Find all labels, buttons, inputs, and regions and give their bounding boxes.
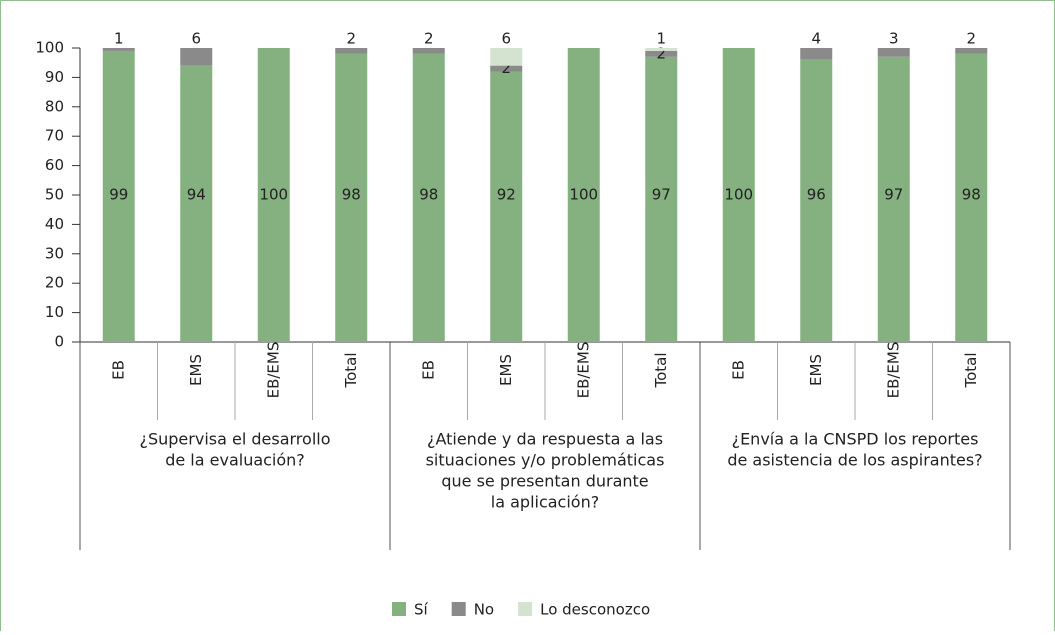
bar-segment: [490, 48, 523, 66]
y-tick-label: 60: [45, 156, 64, 174]
bar-segment: [335, 48, 368, 54]
data-label: 100: [724, 186, 753, 204]
bar-segment: [955, 48, 988, 54]
bar-segment: [722, 48, 755, 342]
x-tick-label: EMS: [807, 354, 825, 386]
data-label: 98: [962, 186, 981, 204]
bar-segment: [645, 56, 678, 342]
bar-segment: [800, 48, 833, 60]
data-label: 98: [419, 186, 438, 204]
y-tick-label: 100: [35, 39, 64, 57]
x-tick-label: EMS: [497, 354, 515, 386]
bar-segment: [955, 53, 988, 342]
data-label: 99: [109, 186, 128, 204]
data-label: 92: [497, 186, 516, 204]
bar-segment: [567, 48, 600, 342]
data-label: 4: [811, 30, 821, 48]
bar-segment: [180, 48, 213, 66]
y-tick-label: 80: [45, 97, 64, 115]
bar-segment: [102, 48, 135, 51]
bar-segment: [645, 50, 678, 57]
data-label: 98: [342, 186, 361, 204]
legend-swatch: [392, 602, 406, 616]
legend-swatch: [518, 602, 533, 616]
x-tick-label: Total: [962, 352, 980, 388]
y-tick-label: 20: [45, 274, 64, 292]
data-label: 100: [259, 186, 288, 204]
x-tick-label: EB: [729, 360, 747, 380]
data-label: 97: [652, 186, 671, 204]
y-tick-label: 90: [45, 68, 64, 86]
data-label: 3: [889, 30, 899, 48]
group-label: situaciones y/o problemáticas: [426, 451, 665, 470]
data-label: 2: [966, 30, 976, 48]
y-tick-label: 10: [45, 303, 64, 321]
data-label: 1: [656, 30, 666, 48]
group-label: de asistencia de los aspirantes?: [727, 451, 982, 470]
data-label: 6: [501, 30, 511, 48]
bar-segment: [257, 48, 290, 342]
data-label: 2: [424, 30, 434, 48]
legend-swatch: [451, 602, 466, 616]
x-tick-label: EB/EMS: [884, 342, 902, 399]
group-label: que se presentan durante: [441, 472, 648, 491]
y-tick-label: 40: [45, 215, 64, 233]
y-tick-label: 50: [45, 186, 64, 204]
y-tick-label: 0: [54, 333, 64, 351]
y-tick-label: 70: [45, 127, 64, 145]
legend-label: No: [474, 601, 494, 619]
y-tick-label: 30: [45, 244, 64, 262]
data-label: 100: [569, 186, 598, 204]
x-tick-label: EB/EMS: [574, 342, 592, 399]
bar-segment: [412, 53, 445, 342]
x-tick-label: Total: [342, 352, 360, 388]
bar-segment: [645, 48, 678, 51]
bar-segment: [102, 50, 135, 342]
x-tick-label: EB/EMS: [264, 342, 282, 399]
x-tick-label: EMS: [187, 354, 205, 386]
data-label: 94: [187, 186, 206, 204]
legend-label: Sí: [414, 601, 429, 619]
bar-segment: [877, 56, 910, 342]
group-label: la aplicación?: [491, 493, 599, 512]
bar-segment: [180, 65, 213, 342]
bar-segment: [877, 48, 910, 57]
data-label: 2: [346, 30, 356, 48]
data-label: 96: [807, 186, 826, 204]
data-label: 2: [501, 59, 511, 77]
bar-segment: [490, 71, 523, 343]
bar-segment: [490, 65, 523, 72]
group-label: ¿Atiende y da respuesta a las: [427, 430, 663, 449]
group-label: ¿Envía a la CNSPD los reportes: [732, 430, 979, 449]
legend-label: Lo desconozco: [540, 601, 650, 619]
data-label: 6: [191, 30, 201, 48]
x-tick-label: Total: [652, 352, 670, 388]
bar-segment: [800, 59, 833, 342]
bar-segment: [412, 48, 445, 54]
data-label: 2: [656, 44, 666, 62]
group-label: de la evaluación?: [165, 451, 305, 470]
x-tick-label: EB: [419, 360, 437, 380]
bar-segment: [335, 53, 368, 342]
group-label: ¿Supervisa el desarrollo: [139, 430, 330, 449]
data-label: 1: [114, 30, 124, 48]
x-tick-label: EB: [109, 360, 127, 380]
data-label: 97: [884, 186, 903, 204]
